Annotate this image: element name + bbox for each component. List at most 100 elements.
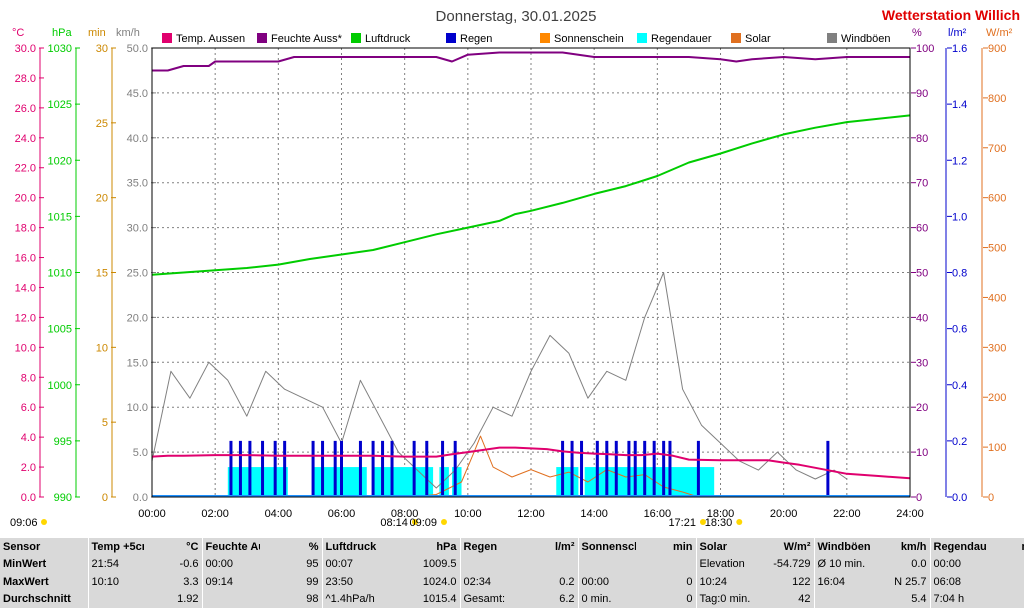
stats-header-solar-unit: W/m² — [783, 540, 811, 553]
rain-bar — [390, 440, 394, 497]
sun-marker-label: 18:30 — [705, 517, 733, 529]
temp-axis-tick-label: 26.0 — [15, 103, 36, 115]
legend-label: Regen — [460, 33, 492, 45]
legend-swatch — [637, 33, 647, 43]
stats-hum-avg-value: 98 — [306, 593, 319, 606]
legend-swatch — [162, 33, 172, 43]
stats-header-row: Sensor Temp +5cm °C Feuchte Auss % Luftd… — [0, 538, 1024, 556]
stats-solar-min-value: -54.729 — [773, 558, 811, 571]
wind-axis-tick-label: 30.0 — [127, 223, 148, 235]
stats-sun-min-time — [577, 555, 636, 573]
stats-header-sun-unit: min — [672, 540, 693, 553]
solar-axis-tick-label: 700 — [988, 143, 1006, 155]
temp-axis-tick-label: 14.0 — [15, 282, 36, 294]
rain-bar — [561, 440, 565, 497]
stats-header-sun: Sonnenschein — [577, 538, 636, 556]
axis-unit-label: hPa — [52, 27, 72, 39]
stats-wind-avg-note — [813, 590, 876, 608]
time-axis-tick-label: 18:00 — [707, 508, 735, 520]
rain-bar — [614, 440, 618, 497]
pressure-axis-tick-label: 1020 — [48, 155, 72, 167]
rain-bar — [340, 440, 343, 497]
chart-title: Donnerstag, 30.01.2025 — [436, 8, 597, 25]
stats-hum-max-value: 99 — [306, 575, 319, 588]
rain-bar — [248, 440, 252, 497]
temp-axis-tick-label: 24.0 — [15, 133, 36, 145]
solar-axis-tick-label: 800 — [988, 93, 1006, 105]
rain-bar — [358, 440, 362, 497]
legend-swatch — [731, 33, 741, 43]
legend-label: Windböen — [841, 33, 891, 45]
stats-wind-min-label: Ø 10 min. — [813, 555, 876, 573]
rain-bar — [570, 440, 574, 497]
rain-axis-tick-label: 0.2 — [952, 436, 967, 448]
stats-rain-max-value: 0.2 — [559, 575, 575, 588]
minutes-axis-tick-label: 10 — [96, 342, 108, 354]
temp-axis-tick-label: 16.0 — [15, 253, 36, 265]
rain-bar — [273, 440, 277, 497]
solar-line — [410, 435, 699, 498]
sun-marker-dot — [440, 519, 447, 525]
stats-rain-max-time: 02:34 — [459, 573, 516, 591]
temp-axis-tick-label: 10.0 — [15, 342, 36, 354]
sun-marker-label: 09:06 — [10, 517, 38, 529]
time-axis-tick-label: 06:00 — [328, 508, 356, 520]
stats-pres-trend: ^1.4hPa/h — [321, 590, 382, 608]
rain-axis-tick-label: 1.4 — [952, 99, 967, 111]
wind-axis-tick-label: 50.0 — [127, 43, 148, 55]
solar-axis-tick-label: 400 — [988, 292, 1006, 304]
axis-unit-label: W/m² — [986, 27, 1013, 39]
rain-bar — [412, 440, 416, 497]
time-axis-tick-label: 10:00 — [454, 508, 482, 520]
time-axis-tick-label: 02:00 — [201, 508, 229, 520]
minutes-axis-tick-label: 25 — [96, 118, 108, 130]
rain-axis-tick-label: 0.8 — [952, 268, 967, 280]
stats-rain-total-label: Gesamt: — [459, 590, 516, 608]
stats-rd-min-time: 00:00 — [929, 555, 986, 573]
rain-bar — [627, 440, 631, 497]
sun-marker-dot — [736, 519, 743, 525]
time-axis-tick-label: 08:00 — [391, 508, 419, 520]
wind-axis-tick-label: 20.0 — [127, 312, 148, 324]
stats-solar-max-time: 10:24 — [695, 573, 752, 591]
station-name: Wetterstation Willich — [882, 7, 1020, 23]
stats-pres-max-value: 1024.0 — [422, 575, 457, 588]
solar-axis-tick-label: 300 — [988, 342, 1006, 354]
pressure-axis-tick-label: 990 — [54, 492, 72, 504]
stats-pres-avg-value: 1015.4 — [422, 593, 457, 606]
wind-axis-tick-label: 40.0 — [127, 133, 148, 145]
wind-axis-tick-label: 0.0 — [133, 492, 148, 504]
stats-header-hum: Feuchte Auss — [201, 538, 260, 556]
rain-axis-tick-label: 1.0 — [952, 211, 967, 223]
stats-temp-min-time: 21:54 — [87, 555, 144, 573]
stats-temp-avg-note — [87, 590, 144, 608]
weather-chart: Donnerstag, 30.01.2025 Wetterstation Wil… — [10, 7, 1020, 529]
rain-bar — [229, 440, 233, 497]
rain-axis-tick-label: 0.0 — [952, 492, 967, 504]
temp-axis-tick-label: 6.0 — [21, 402, 36, 414]
stats-row-label: MaxWert — [3, 575, 49, 588]
sun-marker-label: 08:14 — [380, 517, 408, 529]
stats-pres-min-value: 1009.5 — [422, 558, 457, 571]
temp-axis-tick-label: 12.0 — [15, 312, 36, 324]
solar-axis-tick-label: 900 — [988, 43, 1006, 55]
humidity-axis-tick-label: 100 — [916, 43, 934, 55]
stats-temp-max-time: 10:10 — [87, 573, 144, 591]
rain-duration-block — [439, 467, 449, 497]
sun-marker-dot — [699, 519, 706, 525]
rain-bar — [652, 440, 656, 497]
minutes-axis-tick-label: 0 — [102, 492, 108, 504]
rain-axis-tick-label: 1.2 — [952, 155, 967, 167]
temp-axis-tick-label: 8.0 — [21, 372, 36, 384]
stats-solar-min-label: Elevation — [695, 555, 752, 573]
stats-temp-max-value: 3.3 — [183, 575, 199, 588]
rain-duration-block — [556, 467, 579, 497]
pressure-axis-tick-label: 1030 — [48, 43, 72, 55]
stats-sun-min-value — [636, 556, 696, 574]
rain-bar — [425, 440, 429, 497]
pressure-axis-tick-label: 1015 — [48, 211, 72, 223]
temp-axis-tick-label: 30.0 — [15, 43, 36, 55]
stats-hum-min-value: 95 — [306, 558, 319, 571]
stats-wind-max-time: 16:04 — [813, 573, 876, 591]
temp-axis-tick-label: 22.0 — [15, 163, 36, 175]
